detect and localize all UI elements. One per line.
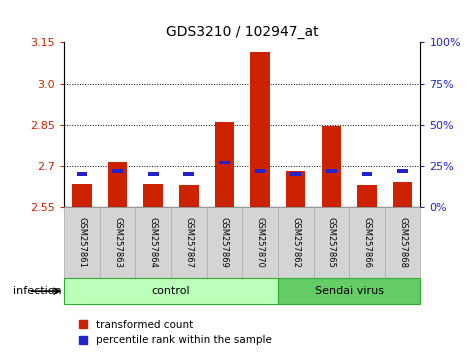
Bar xyxy=(278,278,420,304)
Bar xyxy=(278,207,314,278)
Bar xyxy=(143,184,163,207)
Bar xyxy=(242,207,278,278)
Bar xyxy=(349,207,385,278)
Bar xyxy=(64,207,100,278)
Bar xyxy=(108,162,127,207)
Bar xyxy=(250,52,270,207)
Text: GSM257861: GSM257861 xyxy=(77,217,86,268)
Bar xyxy=(326,169,337,173)
Bar xyxy=(397,169,408,173)
Title: GDS3210 / 102947_at: GDS3210 / 102947_at xyxy=(166,25,319,39)
Text: GSM257862: GSM257862 xyxy=(291,217,300,268)
Bar xyxy=(76,172,87,176)
Bar xyxy=(148,172,159,176)
Bar xyxy=(322,126,341,207)
Text: control: control xyxy=(152,286,190,296)
Text: GSM257870: GSM257870 xyxy=(256,217,265,268)
Bar xyxy=(357,185,377,207)
Bar xyxy=(64,278,278,304)
Bar xyxy=(112,169,123,173)
Text: Sendai virus: Sendai virus xyxy=(314,286,384,296)
Text: GSM257869: GSM257869 xyxy=(220,217,229,268)
Bar xyxy=(179,185,199,207)
Bar xyxy=(286,171,305,207)
Bar xyxy=(100,207,135,278)
Bar xyxy=(207,207,242,278)
Text: infection: infection xyxy=(13,286,62,296)
Bar xyxy=(314,207,349,278)
Legend: transformed count, percentile rank within the sample: transformed count, percentile rank withi… xyxy=(79,320,271,345)
Text: GSM257865: GSM257865 xyxy=(327,217,336,268)
Text: GSM257863: GSM257863 xyxy=(113,217,122,268)
Bar xyxy=(72,184,92,207)
Bar xyxy=(290,172,301,176)
Text: GSM257868: GSM257868 xyxy=(398,217,407,268)
Bar xyxy=(255,169,266,173)
Bar xyxy=(171,207,207,278)
Bar xyxy=(361,172,372,176)
Bar xyxy=(135,207,171,278)
Bar xyxy=(385,207,420,278)
Bar xyxy=(215,122,234,207)
Bar xyxy=(393,182,412,207)
Bar xyxy=(183,172,194,176)
Bar xyxy=(219,161,230,165)
Text: GSM257864: GSM257864 xyxy=(149,217,158,268)
Text: GSM257866: GSM257866 xyxy=(362,217,371,268)
Text: GSM257867: GSM257867 xyxy=(184,217,193,268)
